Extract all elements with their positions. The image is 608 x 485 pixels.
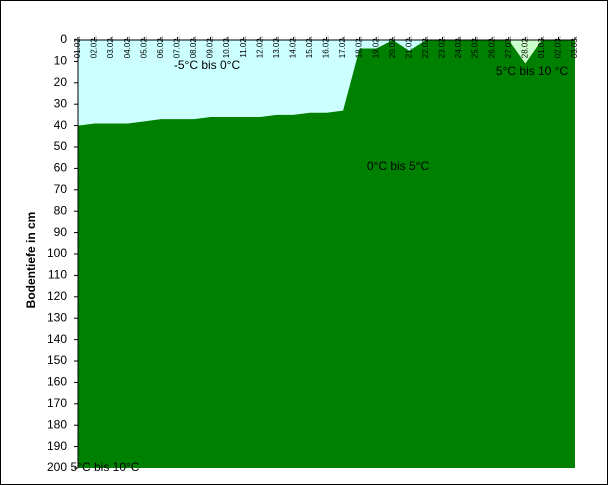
y-tick-label: 120 [47, 289, 67, 303]
y-axis-label: Bodentiefe in cm [24, 212, 38, 309]
area [78, 40, 575, 64]
x-tick-label: 14.02. [288, 36, 297, 58]
x-tick-label: 15.02. [305, 36, 314, 58]
y-tick-label: 170 [47, 396, 67, 410]
x-tick-label: 03.03. [570, 36, 579, 58]
x-tick-label: 03.02. [106, 36, 115, 58]
y-tick-label: 70 [54, 182, 68, 196]
x-tick-label: 06.02. [156, 36, 165, 58]
x-tick-label: 08.02. [189, 36, 198, 58]
x-tick-label: 13.02. [272, 36, 281, 58]
x-tick-label: 22.02. [421, 36, 430, 58]
x-tick-label: 10.02. [222, 36, 231, 58]
x-tick-label: 12.02. [255, 36, 264, 58]
x-tick-label: 07.02. [173, 36, 182, 58]
annotation: 5°C bis 10°C [71, 460, 140, 474]
x-tick-label: 18.02. [355, 36, 364, 58]
x-tick-label: 20.02. [388, 36, 397, 58]
y-tick-label: 190 [47, 439, 67, 453]
x-tick-label: 05.02. [139, 36, 148, 58]
y-tick-label: 110 [48, 268, 67, 282]
zone-label: -5°C bis 0°C [174, 58, 241, 72]
y-tick-label: 0 [60, 32, 67, 46]
y-tick-label: 50 [54, 139, 68, 153]
y-tick-label: 80 [54, 203, 68, 217]
y-tick-label: 90 [54, 225, 68, 239]
x-tick-label: 04.02. [123, 36, 132, 58]
y-tick-label: 200 [47, 460, 67, 474]
y-tick-label: 20 [54, 75, 68, 89]
x-tick-label: 27.02. [504, 36, 513, 58]
x-tick-label: 23.02. [438, 36, 447, 58]
x-tick-label: 16.02. [322, 36, 331, 58]
y-tick-label: 10 [54, 54, 68, 68]
zone-label: 5°C bis 10 °C [496, 64, 569, 78]
y-tick-label: 40 [54, 118, 68, 132]
x-tick-label: 01.03. [537, 36, 546, 58]
x-tick-label: 24.02. [454, 36, 463, 58]
x-tick-label: 28.02. [520, 36, 529, 58]
x-tick-label: 17.02. [338, 36, 347, 58]
y-tick-label: 160 [47, 375, 67, 389]
x-tick-label: 09.02. [206, 36, 215, 58]
x-tick-label: 02.03. [554, 36, 563, 58]
area [78, 40, 575, 126]
y-tick-label: 60 [54, 161, 68, 175]
x-tick-label: 19.02. [371, 36, 380, 58]
area [78, 40, 575, 468]
y-tick-label: 100 [47, 246, 67, 260]
x-tick-label: 01.02. [73, 36, 82, 58]
y-tick-label: 130 [47, 310, 67, 324]
x-tick-label: 11.02. [239, 36, 248, 58]
y-tick-label: 180 [47, 417, 67, 431]
x-tick-label: 21.02. [404, 36, 413, 58]
x-tick-label: 25.02. [471, 36, 480, 58]
zone-label: 0°C bis 5°C [367, 159, 430, 173]
y-tick-label: 140 [47, 332, 67, 346]
x-tick-label: 02.02. [90, 36, 99, 58]
y-tick-label: 30 [54, 96, 68, 110]
x-tick-label: 26.02. [487, 36, 496, 58]
y-tick-label: 150 [47, 353, 67, 367]
